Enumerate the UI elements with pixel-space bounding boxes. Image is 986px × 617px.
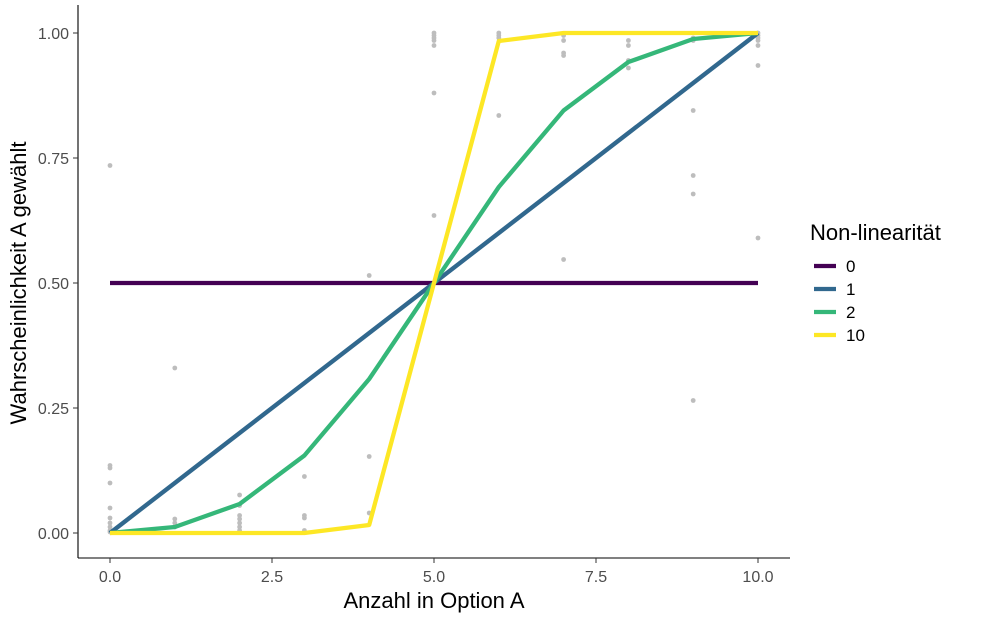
scatter-point — [626, 65, 631, 71]
scatter-point — [431, 90, 437, 96]
scatter-point — [107, 465, 113, 471]
scatter-point — [107, 505, 113, 511]
scatter-point — [237, 492, 243, 498]
x-tick-label: 5.0 — [423, 569, 445, 586]
scatter-point — [366, 273, 372, 278]
y-axis-title: Wahrscheinlichkeit A gewählt — [6, 142, 31, 425]
scatter-point — [172, 365, 178, 371]
scatter-point — [237, 516, 243, 522]
scatter-point — [626, 38, 631, 43]
scatter-point — [561, 257, 566, 262]
scatter-point — [755, 43, 761, 48]
y-tick-label: 1.00 — [38, 26, 69, 43]
y-tick-label: 0.00 — [38, 526, 69, 543]
y-tick-label: 0.50 — [38, 276, 69, 293]
legend-label-2: 2 — [846, 303, 855, 322]
scatter-point — [107, 520, 113, 526]
scatter-point — [690, 108, 696, 113]
scatter-point — [107, 480, 113, 486]
x-tick-label: 0.0 — [99, 569, 121, 586]
scatter-point — [690, 398, 696, 403]
legend-title: Non-linearität — [810, 220, 941, 245]
scatter-point — [755, 235, 761, 241]
x-axis-title: Anzahl in Option A — [343, 588, 524, 613]
legend: Non-linearität 0 1 2 10 — [810, 220, 941, 345]
scatter-point — [172, 520, 178, 526]
scatter-point — [302, 515, 307, 521]
scatter-point — [431, 43, 437, 48]
ticks-layer: 0.0 2.5 5.0 7.5 10.0 0.00 0.25 0.50 0.75 1.00 — [38, 26, 774, 586]
x-tick-label: 7.5 — [585, 569, 607, 586]
scatter-point — [366, 454, 372, 459]
x-tick-label: 10.0 — [742, 569, 773, 586]
scatter-point — [690, 173, 696, 178]
legend-label-1: 1 — [846, 280, 855, 299]
series-line-10 — [110, 30, 758, 536]
scatter-point — [561, 38, 566, 43]
scatter-point — [237, 513, 243, 518]
scatter-point — [755, 63, 761, 68]
scatter-point — [107, 524, 113, 530]
legend-label-10: 10 — [846, 326, 865, 345]
scatter-point — [626, 43, 631, 48]
scatter-point — [302, 474, 307, 479]
scatter-point — [172, 516, 178, 522]
scatter-point — [496, 113, 502, 118]
scatter-point — [431, 213, 437, 218]
scatter-point — [107, 515, 113, 521]
scatter-point — [237, 524, 243, 530]
scatter-point — [561, 53, 566, 58]
scatter-point — [237, 520, 243, 526]
x-tick-label: 2.5 — [261, 569, 283, 586]
scatter-point — [690, 191, 696, 197]
y-tick-label: 0.75 — [38, 151, 69, 168]
scatter-point — [755, 38, 761, 43]
y-tick-label: 0.25 — [38, 401, 69, 418]
legend-label-0: 0 — [846, 257, 855, 276]
scatter-point — [107, 163, 113, 168]
scatter-point — [431, 38, 437, 43]
series-lines-layer — [108, 30, 760, 536]
